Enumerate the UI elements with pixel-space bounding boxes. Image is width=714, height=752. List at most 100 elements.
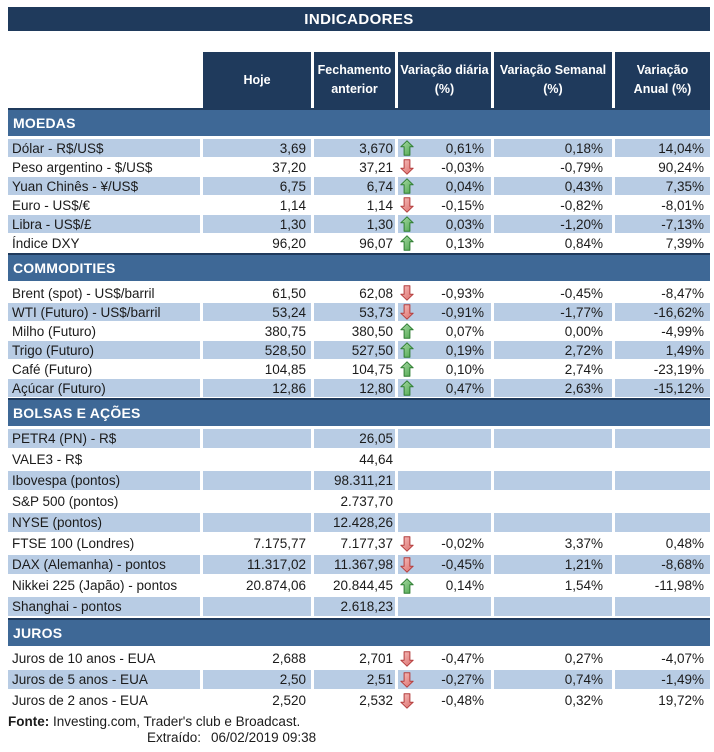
extracted-label: Extraído: [147,730,202,745]
extracted-line: Extraído: 06/02/2019 09:38 [147,730,710,745]
table-row: Café (Futuro) 104,85 104,75 0,10% 2,74% -23,1… [8,360,710,379]
table-row: Milho (Futuro) 380,75 380,50 0,07% 0,00% -4,9… [8,322,710,341]
variacao-anual-value [615,597,710,616]
column-header-variacao-diaria: Variação diária (%) [398,52,494,108]
table-row: VALE3 - R$ 44,64 [8,450,710,471]
fechamento-anterior-value: 7.177,37 [314,534,398,553]
variacao-diaria-cell: 0,04% [398,177,494,195]
column-header-line: Anual (%) [633,82,692,96]
column-header-line: Variação Semanal [499,63,607,78]
variacao-anual-value: -8,47% [661,285,704,301]
fechamento-anterior-value: 2.618,23 [314,597,398,616]
variacao-semanal-value: 0,32% [494,691,615,710]
hoje-value: 1,30 [203,215,314,233]
footer: Fonte: Investing.com, Trader's club e Br… [8,714,710,745]
hoje-value [203,513,314,532]
row-label: DAX (Alemanha) - pontos [8,555,203,574]
table-row: PETR4 (PN) - R$ 26,05 [8,429,710,450]
fechamento-anterior-value: 1,14 [314,196,398,214]
trend-down-icon [400,535,414,552]
variacao-diaria-value: 0,04% [445,178,484,194]
variacao-semanal-value: -0,45% [494,284,615,302]
variacao-anual-value: 7,39% [665,235,704,251]
table-row: Juros de 2 anos - EUA 2,520 2,532 -0,48% 0,3… [8,691,710,712]
column-header-variacao-semanal: Variação Semanal (%) [494,52,615,108]
hoje-value [203,492,314,511]
variacao-semanal-value: 2,63% [494,379,615,397]
indicators-table: MOEDAS Dólar - R$/US$ 3,69 3,670 0,61% 0,18% 1… [8,108,710,712]
variacao-diaria-cell: 0,19% [398,341,494,359]
column-header-variacao-anual: Variação Anual (%) [615,52,710,108]
column-header-line: (%) [543,82,563,96]
variacao-diaria-cell: 0,61% [398,139,494,157]
variacao-diaria-cell: 0,07% [398,322,494,340]
variacao-semanal-value: -1,77% [494,303,615,321]
trend-down-icon [400,556,414,573]
fechamento-anterior-value: 2,532 [314,691,398,710]
variacao-diaria-cell [398,471,494,490]
variacao-diaria-cell [398,513,494,532]
hoje-value: 380,75 [203,322,314,340]
row-label: Açúcar (Futuro) [8,379,203,397]
trend-up-icon [400,361,414,377]
table-row: Libra - US$/£ 1,30 1,30 0,03% -1,20% -7,13% [8,215,710,234]
table-row: Euro - US$/€ 1,14 1,14 -0,15% -0,82% -8,01% [8,196,710,215]
variacao-semanal-value: 0,84% [494,234,615,252]
table-row: Yuan Chinês - ¥/US$ 6,75 6,74 0,04% 0,43% 7,3… [8,177,710,196]
table-row: S&P 500 (pontos) 2.737,70 [8,492,710,513]
variacao-diaria-value: -0,15% [441,197,484,213]
variacao-diaria-cell: -0,03% [398,158,494,176]
hoje-value: 6,75 [203,177,314,195]
row-label: Dólar - R$/US$ [8,139,203,157]
fechamento-anterior-value: 104,75 [314,360,398,378]
variacao-diaria-cell: -0,47% [398,649,494,668]
variacao-diaria-value: 0,19% [445,342,484,358]
variacao-semanal-value: 0,27% [494,649,615,668]
variacao-diaria-cell [398,597,494,616]
trend-up-icon [400,140,414,156]
hoje-value: 53,24 [203,303,314,321]
variacao-anual-value: -1,49% [661,672,704,687]
variacao-anual-value: -4,99% [661,323,704,339]
fechamento-anterior-value: 44,64 [314,450,398,469]
table-row: Ibovespa (pontos) 98.311,21 [8,471,710,492]
row-label: NYSE (pontos) [8,513,203,532]
column-header-line: Fechamento [317,63,392,78]
row-label: Juros de 2 anos - EUA [8,691,203,710]
table-row: DAX (Alemanha) - pontos 11.317,02 11.367,9… [8,555,710,576]
variacao-anual-value [615,471,710,490]
hoje-value: 3,69 [203,139,314,157]
trend-down-icon [400,671,414,688]
variacao-anual-value: 1,49% [665,342,704,358]
fechamento-anterior-value: 96,07 [314,234,398,252]
row-label: VALE3 - R$ [8,450,203,469]
variacao-diaria-cell: 0,03% [398,215,494,233]
variacao-semanal-value [494,597,615,616]
column-header-line: Variação [636,63,689,78]
row-label: Ibovespa (pontos) [8,471,203,490]
trend-down-icon [400,159,414,175]
variacao-anual-value: -8,01% [661,197,704,213]
hoje-value: 2,688 [203,649,314,668]
table-row: WTI (Futuro) - US$/barril 53,24 53,73 -0,91… [8,303,710,322]
variacao-diaria-value: 0,61% [445,140,484,156]
section-header-juros: JUROS [8,618,710,646]
variacao-diaria-cell: -0,15% [398,196,494,214]
hoje-value: 104,85 [203,360,314,378]
variacao-diaria-cell: -0,45% [398,555,494,574]
row-label: Índice DXY [8,234,203,252]
fechamento-anterior-value: 37,21 [314,158,398,176]
extracted-datetime: 06/02/2019 09:38 [211,730,317,745]
source-line: Fonte: Investing.com, Trader's club e Br… [8,714,710,729]
variacao-semanal-value [494,471,615,490]
variacao-diaria-value: -0,47% [441,651,484,666]
variacao-semanal-value: 1,21% [494,555,615,574]
variacao-semanal-value: 0,18% [494,139,615,157]
row-label: Milho (Futuro) [8,322,203,340]
row-label: Café (Futuro) [8,360,203,378]
variacao-diaria-value: -0,02% [441,536,484,551]
variacao-semanal-value: -0,82% [494,196,615,214]
variacao-diaria-value: -0,93% [441,285,484,301]
fechamento-anterior-value: 3,670 [314,139,398,157]
hoje-value: 20.874,06 [203,576,314,595]
